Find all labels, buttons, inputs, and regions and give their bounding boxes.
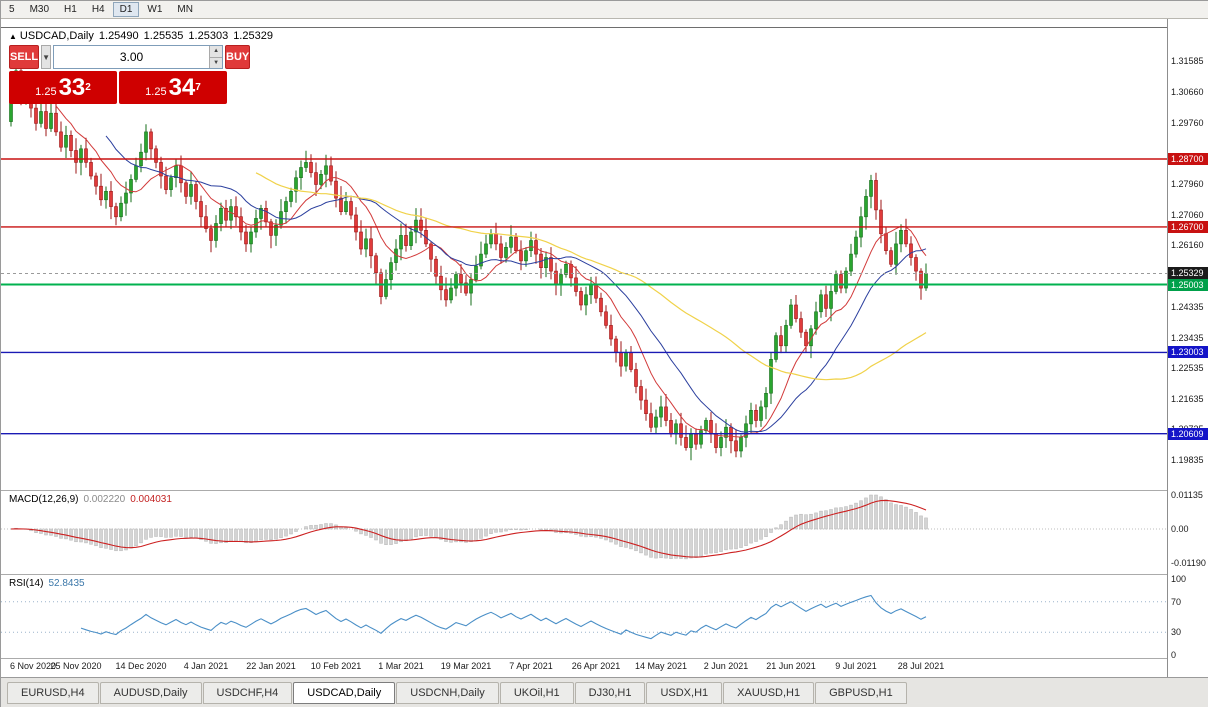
chart-title: USDCAD,Daily — [19, 30, 94, 42]
rsi-axis-tick: 70 — [1171, 596, 1182, 607]
price-badge: 1.20609 — [1168, 427, 1208, 440]
sell-price-fraction: 2 — [85, 81, 91, 93]
macd-label: MACD(12,26,9) 0.002220 0.004031 — [9, 494, 172, 505]
macd-axis-tick: 0.00 — [1171, 524, 1189, 534]
volume-stepper: ▲ ▼ — [209, 46, 223, 68]
date-label: 14 Dec 2020 — [115, 661, 167, 671]
chart-tab-ukoil-h1[interactable]: UKOil,H1 — [499, 682, 574, 704]
timeframe-button-D1[interactable]: D1 — [112, 2, 140, 17]
sell-price-button[interactable]: 1.25 33 2 — [9, 71, 117, 104]
date-label: 7 Apr 2021 — [509, 661, 553, 671]
date-label: 4 Jan 2021 — [183, 661, 229, 671]
sell-price-main: 33 — [58, 73, 86, 101]
price-badge: 1.23003 — [1168, 346, 1208, 359]
macd-main-value: 0.002220 — [83, 494, 126, 505]
timeframe-toolbar: 5 M30 H1 H4 D1 W1 MN — [1, 1, 1208, 19]
buy-price-fraction: 7 — [195, 81, 201, 93]
rsi-axis-tick: 30 — [1171, 627, 1182, 638]
timeframe-button-H4[interactable]: H4 — [85, 2, 112, 17]
volume-increase-button[interactable]: ▲ — [210, 46, 223, 58]
price-badge: 1.25329 — [1168, 267, 1208, 280]
price-tick: 1.29760 — [1171, 118, 1204, 129]
date-label: 21 Jun 2021 — [766, 661, 816, 671]
volume-input[interactable] — [54, 46, 210, 68]
chart-tab-audusd-daily[interactable]: AUDUSD,Daily — [99, 682, 202, 704]
chart-marker-icon: ▲ — [9, 32, 17, 41]
ohlc-high: 1.25535 — [143, 30, 184, 42]
timeframe-button-5[interactable]: 5 — [2, 2, 22, 17]
timeframe-button-H1[interactable]: H1 — [57, 2, 84, 17]
rsi-name: RSI(14) — [9, 578, 44, 589]
price-tick: 1.24335 — [1171, 302, 1204, 313]
rsi-value: 52.8435 — [48, 578, 85, 589]
chevron-down-icon: ▼ — [42, 52, 51, 62]
chart-tab-usdx-h1[interactable]: USDX,H1 — [646, 682, 723, 704]
macd-axis-tick: 0.01135 — [1171, 490, 1203, 500]
buy-price-main: 34 — [168, 73, 196, 101]
date-label: 19 Mar 2021 — [440, 661, 492, 671]
volume-decrease-button[interactable]: ▼ — [210, 57, 223, 68]
chart-tab-usdcnh-daily[interactable]: USDCNH,Daily — [396, 682, 499, 704]
chart-tab-usdchf-h4[interactable]: USDCHF,H4 — [202, 682, 293, 704]
volume-dropdown-button[interactable]: ▼ — [41, 45, 52, 69]
date-label: 9 Jul 2021 — [835, 661, 877, 671]
price-tick: 1.21635 — [1171, 393, 1204, 404]
price-badge: 1.28700 — [1168, 153, 1208, 166]
timeframe-button-M30[interactable]: M30 — [23, 2, 56, 17]
price-axis[interactable]: 1.31585 1.30660 1.29760 1.27960 1.27060 1.261… — [1168, 19, 1208, 677]
sell-price-prefix: 1.25 — [35, 85, 57, 98]
price-tick: 1.30660 — [1171, 87, 1204, 98]
date-label: 26 Apr 2021 — [571, 661, 621, 671]
macd-axis-tick: -0.01190 — [1171, 558, 1206, 568]
ohlc-close: 1.25329 — [233, 30, 273, 42]
date-label: 14 May 2021 — [634, 661, 688, 671]
price-tick: 1.23435 — [1171, 332, 1204, 343]
chart-tab-xauusd-h1[interactable]: XAUUSD,H1 — [723, 682, 815, 704]
chart-tab-gbpusd-h1[interactable]: GBPUSD,H1 — [815, 682, 907, 704]
one-click-trading-panel: SELL ▼ ▲ ▼ BUY 1.25 33 2 1.25 34 7 — [9, 45, 251, 104]
date-label: 10 Feb 2021 — [310, 661, 362, 671]
chart-tabs-bar: EURUSD,H4 AUDUSD,Daily USDCHF,H4 USDCAD,Dai… — [1, 677, 1208, 707]
price-tick: 1.22535 — [1171, 363, 1204, 374]
date-label: 6 Nov 2020 — [9, 661, 57, 671]
date-label: 2 Jun 2021 — [703, 661, 749, 671]
macd-signal-value: 0.004031 — [130, 494, 172, 505]
chart-tab-usdcad-daily[interactable]: USDCAD,Daily — [293, 682, 396, 704]
rsi-label: RSI(14) 52.8435 — [9, 578, 85, 589]
chart-tab-eurusd-h4[interactable]: EURUSD,H4 — [7, 682, 99, 704]
price-badge: 1.25003 — [1168, 278, 1208, 291]
ohlc-low: 1.25303 — [188, 30, 229, 42]
date-label: 1 Mar 2021 — [378, 661, 424, 671]
price-tick: 1.19835 — [1171, 454, 1204, 465]
timeframe-button-MN[interactable]: MN — [170, 2, 200, 17]
volume-field: ▲ ▼ — [53, 45, 224, 69]
macd-name: MACD(12,26,9) — [9, 494, 79, 505]
price-badge: 1.26700 — [1168, 220, 1208, 233]
chart-canvas[interactable] — [1, 1, 1208, 677]
chart-header: ▲ USDCAD,Daily 1.25490 1.25535 1.25303 1.2532… — [9, 30, 273, 42]
sell-button[interactable]: SELL — [9, 45, 40, 69]
ohlc-open: 1.25490 — [98, 30, 139, 42]
buy-price-prefix: 1.25 — [145, 85, 167, 98]
date-label: 25 Nov 2020 — [50, 661, 102, 671]
chart-tab-dj30-h1[interactable]: DJ30,H1 — [574, 682, 646, 704]
date-label: 28 Jul 2021 — [897, 661, 945, 671]
date-axis[interactable]: 6 Nov 2020 25 Nov 2020 14 Dec 2020 4 Jan 20… — [1, 661, 1167, 675]
rsi-axis-tick: 0 — [1171, 650, 1177, 660]
buy-price-button[interactable]: 1.25 34 7 — [119, 71, 227, 104]
timeframe-button-W1[interactable]: W1 — [140, 2, 169, 17]
price-tick: 1.27960 — [1171, 179, 1204, 190]
date-label: 22 Jan 2021 — [246, 661, 296, 671]
rsi-axis-tick: 100 — [1171, 574, 1187, 584]
price-tick: 1.26160 — [1171, 240, 1204, 251]
price-tick: 1.31585 — [1171, 56, 1204, 67]
buy-button[interactable]: BUY — [225, 45, 251, 69]
price-tick: 1.27060 — [1171, 209, 1204, 220]
